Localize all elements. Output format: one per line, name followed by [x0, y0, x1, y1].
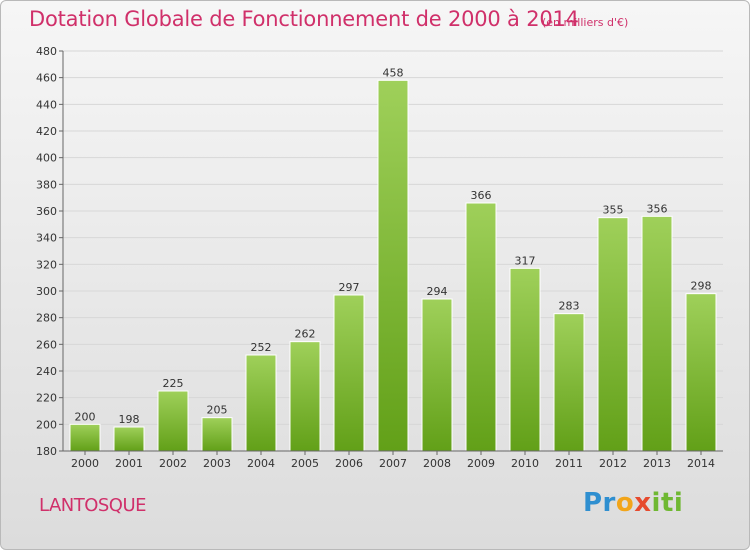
x-tick-label: 2009 [467, 457, 495, 470]
y-tick-label: 220 [36, 392, 57, 405]
x-tick-label: 2007 [379, 457, 407, 470]
bar-value-label: 252 [251, 341, 272, 354]
x-tick-label: 2008 [423, 457, 451, 470]
y-tick-label: 240 [36, 365, 57, 378]
y-tick-label: 260 [36, 338, 57, 351]
chart-title: Dotation Globale de Fonctionnement de 20… [29, 7, 579, 31]
y-tick-label: 380 [36, 178, 57, 191]
bar-value-label: 294 [427, 285, 448, 298]
bar-value-label: 366 [471, 189, 492, 202]
x-tick-label: 2010 [511, 457, 539, 470]
bar [245, 354, 277, 452]
y-tick-label: 300 [36, 285, 57, 298]
y-tick-label: 280 [36, 312, 57, 325]
place-name: LANTOSQUE [39, 495, 147, 516]
y-tick-label: 400 [36, 152, 57, 165]
y-tick-label: 340 [36, 232, 57, 245]
bar [333, 294, 365, 452]
bar [641, 215, 673, 452]
y-tick-label: 480 [36, 45, 57, 58]
x-tick-label: 2004 [247, 457, 275, 470]
x-tick-label: 2005 [291, 457, 319, 470]
x-tick-label: 2003 [203, 457, 231, 470]
bar-value-label: 297 [339, 281, 360, 294]
x-tick-label: 2012 [599, 457, 627, 470]
bar [553, 313, 585, 452]
bar-value-label: 298 [691, 280, 712, 293]
bar-value-label: 355 [603, 204, 624, 217]
y-tick-label: 460 [36, 72, 57, 85]
x-tick-label: 2002 [159, 457, 187, 470]
bar [597, 217, 629, 452]
bar-value-label: 458 [383, 66, 404, 79]
bar-value-label: 317 [515, 254, 536, 267]
y-tick-label: 440 [36, 98, 57, 111]
bar-value-label: 262 [295, 328, 316, 341]
x-tick-label: 2006 [335, 457, 363, 470]
bar [465, 202, 497, 452]
y-tick-label: 200 [36, 418, 57, 431]
proxiti-logo: Proxiti [583, 488, 684, 518]
bar [69, 423, 101, 452]
x-tick-label: 2000 [71, 457, 99, 470]
bar [157, 390, 189, 452]
bar [421, 298, 453, 452]
x-tick-label: 2014 [687, 457, 715, 470]
bar [685, 293, 717, 452]
bar-value-label: 200 [75, 410, 96, 423]
y-tick-label: 180 [36, 445, 57, 458]
y-tick-label: 420 [36, 125, 57, 138]
bar [289, 341, 321, 452]
x-tick-label: 2013 [643, 457, 671, 470]
bar-value-label: 198 [119, 413, 140, 426]
x-tick-label: 2011 [555, 457, 583, 470]
bar [201, 417, 233, 452]
bar [509, 267, 541, 452]
y-tick-label: 320 [36, 258, 57, 271]
chart-subtitle: (en milliers d'€) [542, 16, 629, 29]
bar-value-label: 225 [163, 377, 184, 390]
x-tick-label: 2001 [115, 457, 143, 470]
bar-value-label: 205 [207, 404, 228, 417]
bar-value-label: 356 [647, 202, 668, 215]
y-tick-label: 360 [36, 205, 57, 218]
bar [113, 426, 145, 452]
bar-value-label: 283 [559, 300, 580, 313]
bar [377, 79, 409, 452]
